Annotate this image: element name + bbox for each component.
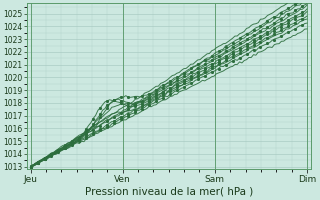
X-axis label: Pression niveau de la mer( hPa ): Pression niveau de la mer( hPa ) [84,187,253,197]
